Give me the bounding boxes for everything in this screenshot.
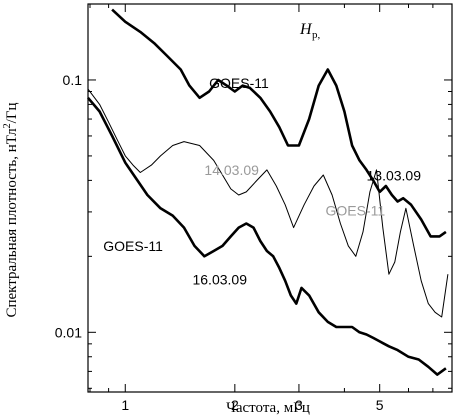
y-axis-title-sup: 2: [2, 123, 13, 128]
series-line-13.03.09: [111, 8, 447, 238]
y-axis-title: Спектральная плотность, нТл2/Гц: [2, 102, 20, 317]
y-axis-title-main: Спектральная плотность, нТл: [4, 128, 20, 318]
x-tick-label: 1: [121, 397, 129, 413]
panel-label: H: [299, 21, 313, 38]
axis-ticks: 1 2 3 5 0.01 0.1: [55, 3, 452, 413]
y-tick-label: 0.01: [55, 324, 82, 340]
annotation-label: 14.03.09: [204, 162, 259, 178]
x-tick-label: 3: [295, 397, 303, 413]
panel-label-subscript: p,: [312, 29, 321, 41]
y-axis-title-group: Спектральная плотность, нТл2/Гц: [2, 102, 20, 317]
annotation-label: GOES-11: [103, 238, 163, 254]
series-line-16.03.09: [87, 96, 447, 376]
annotation-label: 16.03.09: [192, 271, 247, 287]
annotation-label: 13.03.09: [367, 167, 422, 183]
series-line-14.03.09: [87, 88, 449, 318]
annotation-label: GOES-11: [326, 203, 386, 219]
annotations: GOES-11 13.03.09 14.03.09 GOES-11 GOES-11 16.…: [103, 75, 421, 287]
annotation-label: GOES-11: [209, 75, 269, 91]
x-tick-label: 2: [231, 397, 239, 413]
y-tick-label: 0.1: [63, 72, 83, 88]
x-axis-title: Частота, мГц: [226, 400, 310, 416]
y-axis-title-tail: /Гц: [4, 102, 20, 123]
series-lines: [87, 8, 449, 376]
x-tick-label: 5: [376, 397, 384, 413]
plot-area: [87, 3, 453, 393]
plot-frame: [87, 3, 453, 393]
